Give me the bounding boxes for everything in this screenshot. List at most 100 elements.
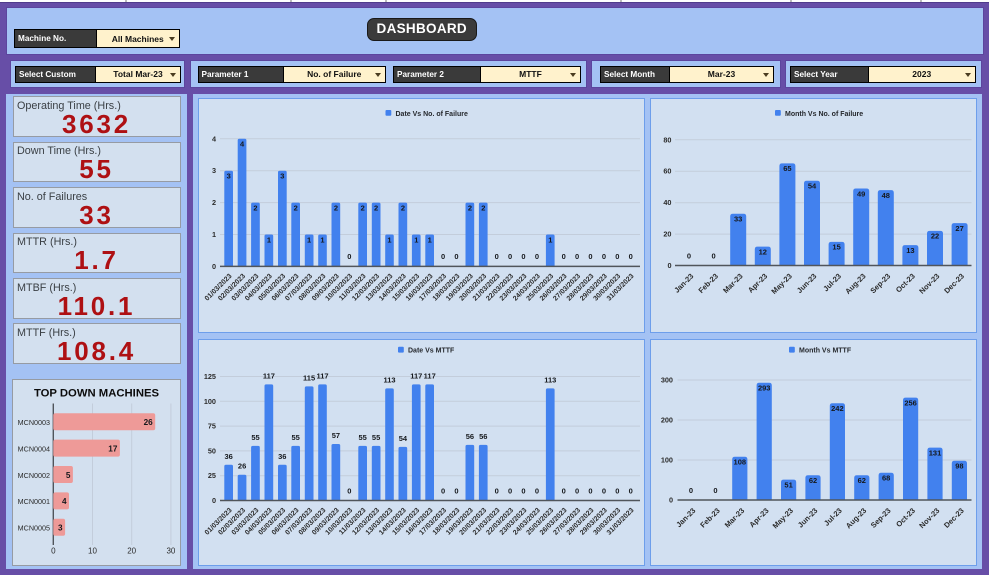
svg-text:25: 25 [207,471,215,480]
svg-text:Jan-23: Jan-23 [672,271,695,294]
svg-text:0: 0 [713,486,717,495]
svg-text:2: 2 [374,203,378,212]
svg-text:1: 1 [211,230,215,239]
svg-text:15: 15 [832,242,840,251]
svg-text:2: 2 [400,203,404,212]
svg-text:0: 0 [521,486,525,495]
svg-text:0: 0 [615,486,619,495]
svg-text:65: 65 [783,164,791,173]
svg-text:1: 1 [427,235,431,244]
svg-text:1: 1 [320,235,324,244]
svg-text:Jan-23: Jan-23 [674,506,697,529]
svg-text:Mar-23: Mar-23 [721,271,744,294]
svg-text:62: 62 [857,476,865,485]
svg-text:36: 36 [278,452,286,461]
svg-text:293: 293 [757,384,770,393]
svg-text:117: 117 [410,371,422,380]
svg-text:Jun-23: Jun-23 [794,271,817,294]
svg-text:MCN0005: MCN0005 [17,524,49,533]
svg-text:100: 100 [203,397,215,406]
svg-text:0: 0 [494,252,498,261]
svg-text:Sep-23: Sep-23 [868,271,892,295]
svg-text:MCN0004: MCN0004 [17,445,49,454]
svg-text:Jul-23: Jul-23 [822,506,844,528]
svg-text:Sep-23: Sep-23 [868,506,892,530]
svg-text:12: 12 [758,247,766,256]
svg-text:Jul-23: Jul-23 [821,271,843,293]
svg-text:Oct-23: Oct-23 [894,506,917,529]
svg-text:0: 0 [628,252,632,261]
svg-text:Dec-23: Dec-23 [942,271,966,295]
svg-text:0: 0 [51,547,56,556]
svg-text:0: 0 [347,252,351,261]
svg-text:55: 55 [371,433,379,442]
svg-text:0: 0 [561,252,565,261]
svg-text:115: 115 [303,373,315,382]
svg-text:MCN0002: MCN0002 [17,471,49,480]
svg-text:3: 3 [226,171,230,180]
svg-text:33: 33 [734,214,742,223]
svg-text:0: 0 [441,252,445,261]
svg-text:Feb-23: Feb-23 [696,271,719,294]
svg-text:0: 0 [508,486,512,495]
svg-text:200: 200 [660,416,672,425]
svg-text:3: 3 [211,166,215,175]
svg-text:0: 0 [534,252,538,261]
svg-text:36: 36 [224,452,232,461]
svg-text:48: 48 [881,190,889,199]
svg-text:0: 0 [454,486,458,495]
svg-text:May-23: May-23 [770,506,794,530]
svg-text:40: 40 [663,198,671,207]
svg-text:0: 0 [575,252,579,261]
svg-text:Apr-23: Apr-23 [746,271,769,294]
svg-text:Aug-23: Aug-23 [843,506,867,530]
svg-text:49: 49 [857,189,865,198]
svg-text:54: 54 [398,434,407,443]
svg-text:55: 55 [358,433,366,442]
svg-text:0: 0 [521,252,525,261]
svg-text:300: 300 [660,376,672,385]
svg-text:4: 4 [62,497,67,506]
svg-text:3: 3 [280,171,284,180]
svg-text:113: 113 [544,375,556,384]
svg-text:MCN0003: MCN0003 [17,418,49,427]
svg-text:Date Vs MTTF: Date Vs MTTF [408,348,455,355]
svg-text:0: 0 [508,252,512,261]
svg-text:100: 100 [660,456,672,465]
svg-text:51: 51 [784,480,792,489]
svg-text:Apr-23: Apr-23 [747,506,770,529]
svg-text:0: 0 [454,252,458,261]
svg-text:Aug-23: Aug-23 [843,271,867,295]
svg-text:1: 1 [387,235,391,244]
svg-text:0: 0 [588,252,592,261]
svg-text:131: 131 [928,448,941,457]
svg-text:2: 2 [293,203,297,212]
svg-text:Feb-23: Feb-23 [698,506,721,529]
svg-text:117: 117 [423,371,435,380]
svg-text:57: 57 [331,431,339,440]
svg-text:0: 0 [667,261,671,270]
svg-text:0: 0 [686,251,690,260]
svg-text:2: 2 [333,203,337,212]
svg-text:56: 56 [465,432,473,441]
svg-text:0: 0 [628,486,632,495]
svg-text:98: 98 [955,462,963,471]
svg-text:113: 113 [383,375,395,384]
svg-text:TOP DOWN MACHINES: TOP DOWN MACHINES [34,388,160,400]
svg-text:MCN0001: MCN0001 [17,497,49,506]
svg-text:55: 55 [251,433,259,442]
svg-text:10: 10 [88,547,97,556]
svg-text:4: 4 [240,139,245,148]
svg-text:0: 0 [211,496,215,505]
svg-text:26: 26 [143,418,153,427]
svg-text:2: 2 [211,198,215,207]
svg-text:60: 60 [663,166,671,175]
svg-text:5: 5 [66,471,71,480]
svg-text:2: 2 [360,203,364,212]
svg-text:4: 4 [211,134,216,143]
svg-text:242: 242 [831,404,844,413]
svg-text:0: 0 [601,252,605,261]
svg-text:1: 1 [266,235,270,244]
svg-text:Dec-23: Dec-23 [942,506,966,530]
svg-text:17: 17 [108,445,118,454]
